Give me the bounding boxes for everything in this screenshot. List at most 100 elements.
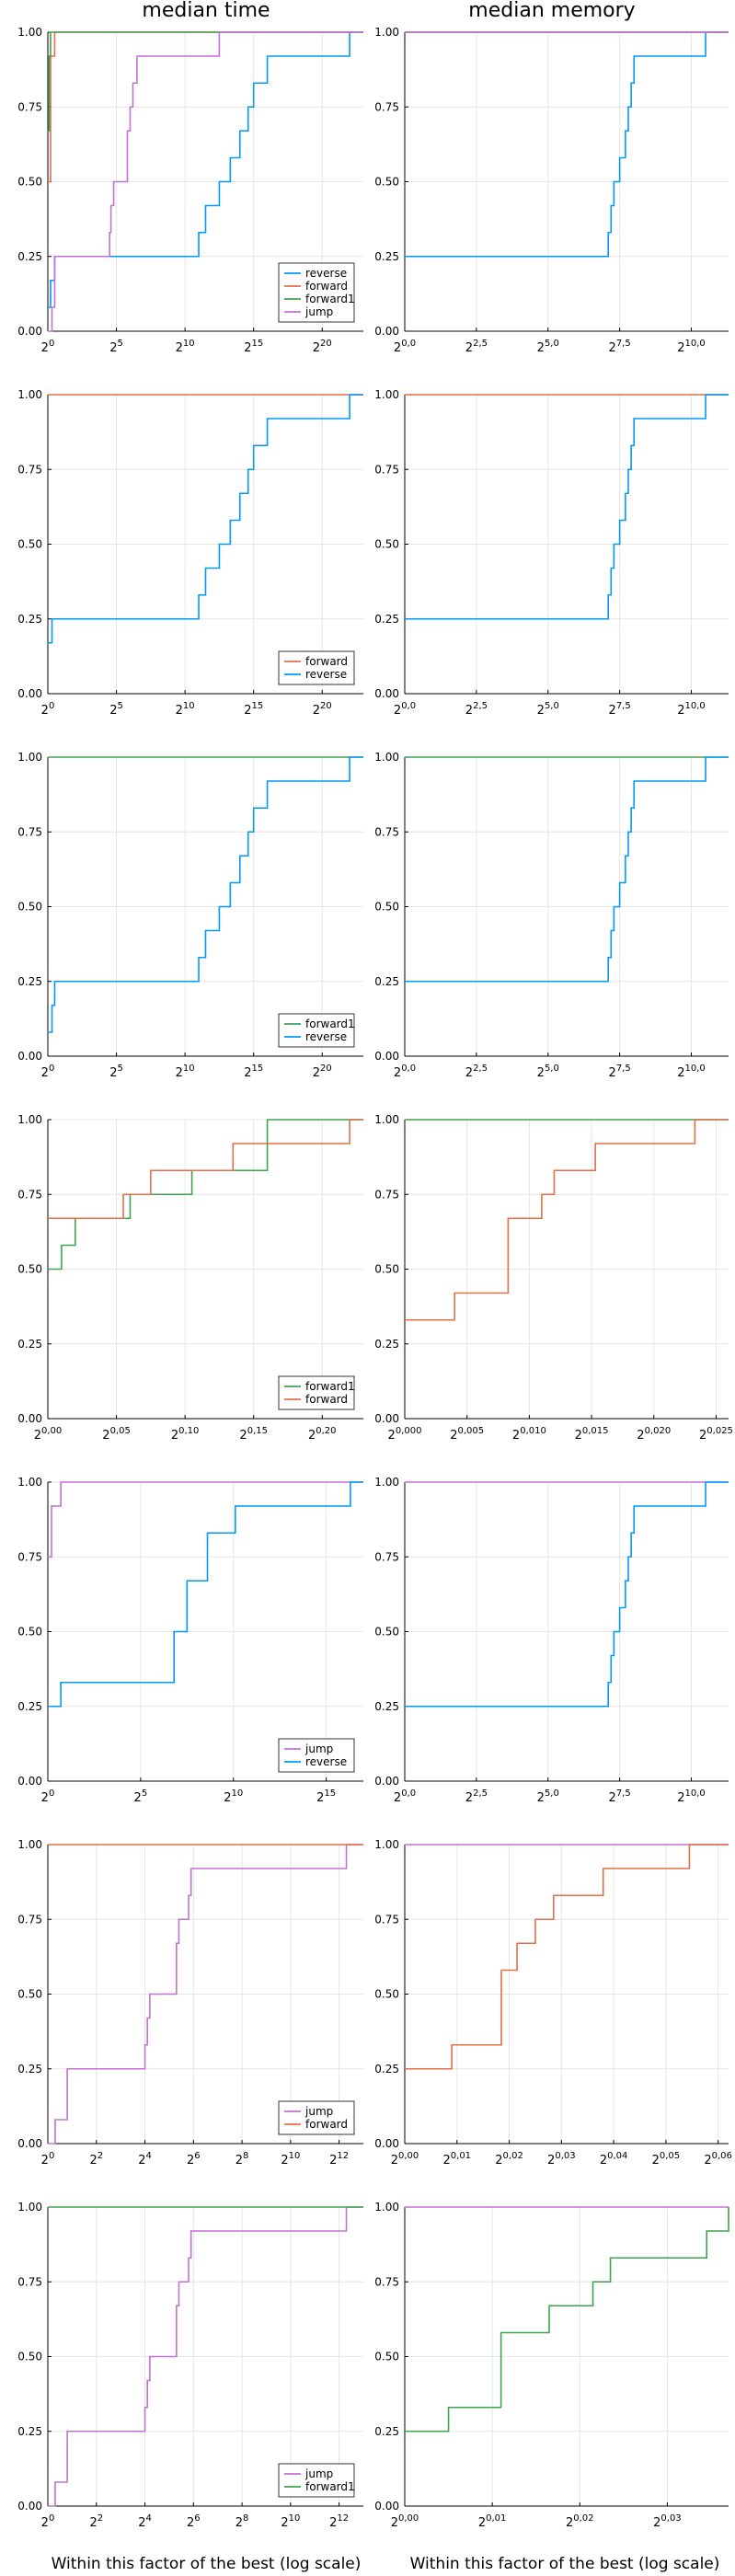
- legend-label-reverse: reverse: [305, 267, 347, 280]
- tick-label-y: 1.00: [17, 1113, 42, 1126]
- tick-label-y: 0.50: [17, 1263, 42, 1276]
- tick-label-x: 215: [316, 1788, 336, 1805]
- tick-label-y: 0.75: [17, 463, 42, 476]
- tick-label-x: 20,05: [652, 2151, 681, 2168]
- tick-label-x: 25: [134, 1788, 148, 1805]
- panel-r4-time: 0.00 0.25 0.50 0.75 1.00 20,00 20,05 20,10 20,15…: [17, 1113, 363, 1443]
- tick-label-x: 27,5: [609, 1788, 631, 1805]
- series-line-jump: [48, 31, 363, 332]
- tick-label-x: 22,5: [465, 1788, 488, 1805]
- tick-label-x: 20,15: [239, 1426, 268, 1443]
- tick-label-y: 0.50: [17, 1626, 42, 1639]
- tick-label-x: 20,03: [547, 2151, 576, 2168]
- legend-label-jump: jump: [304, 2467, 333, 2480]
- tick-label-x: 24: [138, 2151, 152, 2168]
- legend-label-forward: forward: [305, 280, 348, 293]
- xlabel-time: Within this factor of the best (log scal…: [52, 2555, 362, 2573]
- tick-label-y: 0.75: [374, 1913, 399, 1926]
- tick-label-y: 0.50: [374, 1988, 399, 2001]
- tick-label-x: 20: [41, 339, 55, 355]
- tick-label-y: 0.75: [17, 2275, 42, 2288]
- panel-r5-memory: 0.00 0.25 0.50 0.75 1.00 20,0 22,5 25,0 27,5 210,…: [374, 1476, 729, 1805]
- legend-label-forward: forward: [305, 655, 348, 668]
- tick-label-y: 1.00: [374, 2201, 399, 2214]
- tick-label-x: 215: [244, 1064, 263, 1080]
- legend-label-reverse: reverse: [305, 668, 347, 681]
- tick-label-x: 20,010: [512, 1426, 546, 1443]
- tick-label-y: 0.00: [17, 687, 42, 700]
- series-line-forward1: [405, 2207, 729, 2432]
- series-line-forward1: [48, 1119, 363, 1271]
- tick-label-x: 220: [313, 1064, 332, 1080]
- tick-label-y: 0.50: [17, 176, 42, 189]
- tick-label-x: 20,0: [394, 1788, 416, 1805]
- tick-label-y: 0.00: [17, 325, 42, 338]
- tick-label-x: 20,06: [704, 2151, 732, 2168]
- tick-label-x: 27,5: [609, 339, 631, 355]
- tick-label-x: 28: [235, 2151, 249, 2168]
- tick-label-x: 210,0: [677, 1788, 706, 1805]
- series-line-reverse: [48, 1481, 363, 1708]
- tick-label-x: 212: [329, 2513, 349, 2530]
- tick-label-x: 20,00: [391, 2513, 419, 2530]
- tick-label-x: 25,0: [537, 1064, 559, 1080]
- tick-label-x: 22,5: [465, 701, 488, 718]
- tick-label-y: 0.25: [374, 613, 399, 626]
- tick-label-x: 20,01: [478, 2513, 507, 2530]
- tick-label-x: 20,01: [443, 2151, 472, 2168]
- series-line-reverse: [405, 1481, 729, 1708]
- tick-label-x: 26: [187, 2151, 201, 2168]
- tick-label-x: 20,015: [575, 1426, 609, 1443]
- column-title-memory: median memory: [468, 0, 635, 22]
- tick-label-y: 1.00: [374, 1838, 399, 1851]
- tick-label-y: 0.25: [17, 1338, 42, 1351]
- tick-label-x: 20,00: [391, 2151, 419, 2168]
- series-line-reverse: [405, 394, 729, 620]
- tick-label-x: 210,0: [677, 1064, 706, 1080]
- tick-label-x: 210: [176, 1064, 195, 1080]
- tick-label-x: 20,0: [394, 339, 416, 355]
- tick-label-y: 0.75: [17, 825, 42, 838]
- tick-label-y: 0.50: [374, 901, 399, 914]
- tick-label-x: 210,0: [677, 701, 706, 718]
- legend-box: [278, 1375, 355, 1410]
- tick-label-y: 0.25: [17, 2425, 42, 2438]
- tick-label-x: 20,05: [102, 1426, 131, 1443]
- tick-label-x: 20,02: [495, 2151, 523, 2168]
- tick-label-x: 22,5: [465, 1064, 488, 1080]
- tick-label-y: 0.25: [374, 975, 399, 988]
- tick-label-y: 0.00: [374, 2500, 399, 2513]
- tick-label-y: 1.00: [17, 1476, 42, 1489]
- tick-label-y: 0.75: [374, 825, 399, 838]
- series-line-forward: [48, 1119, 363, 1220]
- tick-label-y: 0.25: [374, 250, 399, 263]
- panel-r1-time: 0.00 0.25 0.50 0.75 1.00 20 25 210 215 220 reverse…: [17, 26, 363, 355]
- tick-label-y: 1.00: [374, 751, 399, 764]
- tick-label-y: 0.25: [374, 2063, 399, 2076]
- tick-label-x: 215: [244, 701, 263, 718]
- panel-r6-memory: 0.00 0.25 0.50 0.75 1.00 20,00 20,01 20,02 20,03…: [374, 1838, 732, 2168]
- legend-label-reverse: reverse: [305, 1755, 347, 1768]
- tick-label-y: 0.50: [17, 2351, 42, 2363]
- panel-r7-time: 0.00 0.25 0.50 0.75 1.00 20 22 24 26 28 210 212 jump…: [17, 2201, 363, 2530]
- legend-label-forward: forward: [305, 2118, 348, 2131]
- tick-label-x: 25: [109, 339, 123, 355]
- tick-label-x: 20,025: [699, 1426, 733, 1443]
- legend-box: [278, 2100, 355, 2135]
- tick-label-x: 220: [313, 701, 332, 718]
- tick-label-x: 20,000: [388, 1426, 422, 1443]
- column-title-time: median time: [142, 0, 270, 22]
- legend-box: [278, 2463, 355, 2498]
- panel-r7-memory: 0.00 0.25 0.50 0.75 1.00 20,00 20,01 20,02 20,03: [374, 2201, 729, 2530]
- tick-label-x: 210: [224, 1788, 243, 1805]
- tick-label-y: 0.75: [374, 2275, 399, 2288]
- tick-label-y: 0.75: [17, 1188, 42, 1201]
- tick-label-x: 26: [187, 2513, 201, 2530]
- panel-r2-time: 0.00 0.25 0.50 0.75 1.00 20 25 210 215 220 forward…: [17, 388, 363, 718]
- tick-label-x: 210: [281, 2513, 300, 2530]
- series-line-forward: [405, 1119, 729, 1321]
